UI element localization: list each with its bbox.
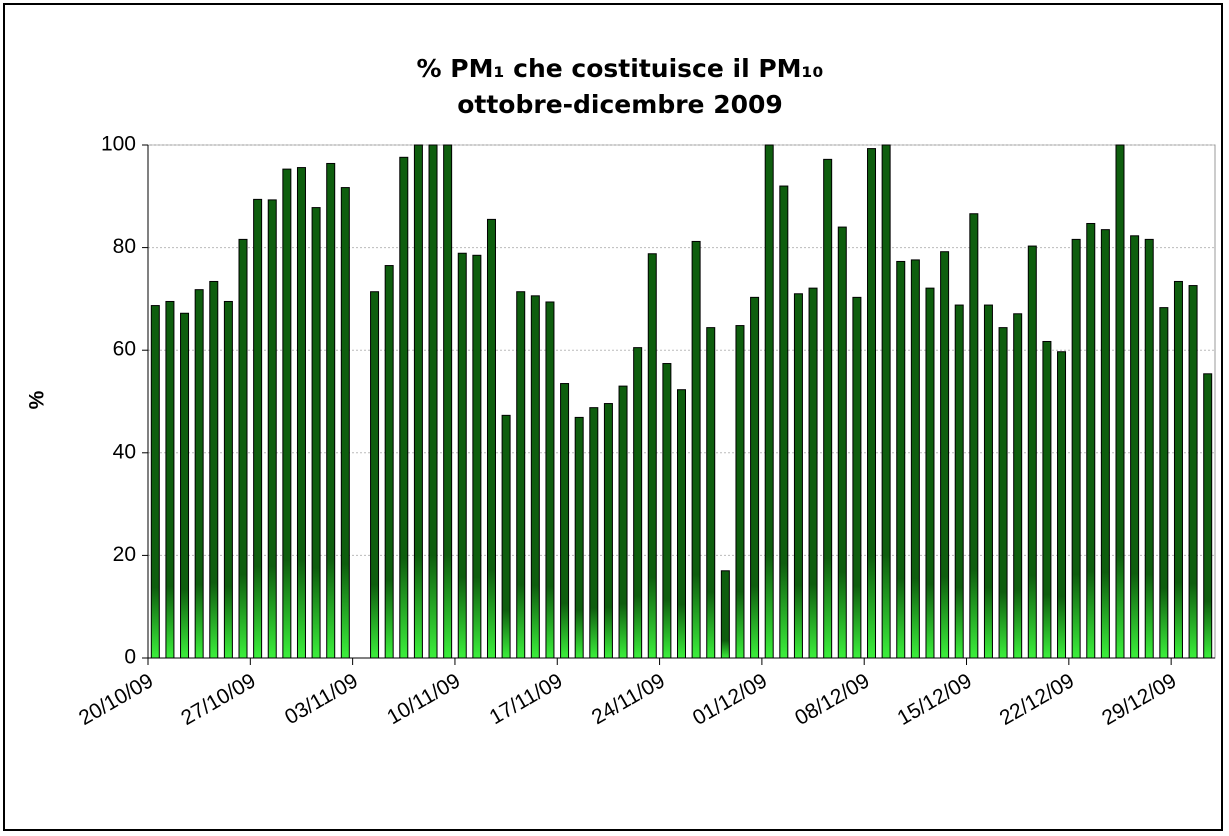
bar xyxy=(1159,307,1169,659)
bar xyxy=(1086,222,1096,659)
bar xyxy=(1042,340,1052,659)
bar xyxy=(1173,280,1183,659)
bar xyxy=(1115,144,1125,659)
bar xyxy=(516,291,526,659)
bar xyxy=(1203,373,1213,659)
bar xyxy=(311,207,321,659)
bar xyxy=(282,168,292,659)
bar xyxy=(501,414,511,659)
bar xyxy=(574,416,584,659)
bar xyxy=(589,407,599,659)
bar xyxy=(1057,351,1067,659)
y-axis-label: % xyxy=(26,390,49,409)
bar xyxy=(384,265,394,659)
bar xyxy=(603,403,613,659)
bar xyxy=(910,259,920,659)
bar xyxy=(969,213,979,659)
bar xyxy=(223,300,233,659)
bar xyxy=(180,312,190,659)
bar xyxy=(486,218,496,659)
bar xyxy=(253,198,263,659)
bar xyxy=(165,300,175,659)
bar xyxy=(1013,313,1023,659)
chart-subtitle: ottobre-dicembre 2009 xyxy=(457,90,783,119)
chart-title: % PM₁ che costituisce il PM₁₀ xyxy=(417,54,824,83)
bar xyxy=(764,144,774,659)
bar xyxy=(1188,285,1198,659)
y-tick-label: 60 xyxy=(113,338,136,361)
bar xyxy=(837,226,847,659)
bar xyxy=(194,289,204,659)
y-tick-label: 100 xyxy=(101,133,136,156)
y-tick-label: 20 xyxy=(113,543,136,566)
bar xyxy=(983,304,993,659)
y-tick-label: 0 xyxy=(124,646,136,669)
bar xyxy=(852,296,862,659)
bar xyxy=(150,305,160,659)
bar xyxy=(340,187,350,659)
bar xyxy=(706,327,716,659)
bar xyxy=(326,162,336,659)
bar xyxy=(1027,245,1037,659)
bar xyxy=(1100,229,1110,659)
bar xyxy=(720,570,730,659)
bar xyxy=(1071,238,1081,659)
bar xyxy=(413,144,423,659)
bar xyxy=(370,291,380,659)
bar xyxy=(896,260,906,659)
bar xyxy=(618,385,628,659)
bar xyxy=(530,295,540,659)
bar xyxy=(998,327,1008,659)
bar xyxy=(677,389,686,659)
bar xyxy=(940,251,950,659)
y-tick-label: 40 xyxy=(113,440,136,463)
bar xyxy=(267,199,277,659)
bar xyxy=(808,287,818,659)
bar xyxy=(954,304,964,659)
bar xyxy=(925,287,935,659)
bar xyxy=(428,144,438,659)
bar xyxy=(1130,235,1140,659)
bar xyxy=(399,156,409,659)
bar xyxy=(881,144,891,659)
bar xyxy=(238,238,248,659)
bar xyxy=(545,301,555,659)
bar xyxy=(472,254,482,659)
bar xyxy=(793,293,803,659)
y-tick-label: 80 xyxy=(113,235,136,258)
bar xyxy=(1144,238,1154,659)
bar xyxy=(633,347,643,659)
bar xyxy=(691,240,701,659)
bar xyxy=(647,253,657,659)
bar xyxy=(457,252,467,659)
bar xyxy=(867,148,877,659)
bar xyxy=(750,296,760,659)
bar xyxy=(823,158,833,659)
bar xyxy=(560,383,570,659)
bar xyxy=(443,144,453,659)
bar xyxy=(296,167,306,659)
bar xyxy=(662,363,672,659)
bar xyxy=(209,280,219,659)
bar xyxy=(779,185,789,659)
bar xyxy=(735,325,745,659)
